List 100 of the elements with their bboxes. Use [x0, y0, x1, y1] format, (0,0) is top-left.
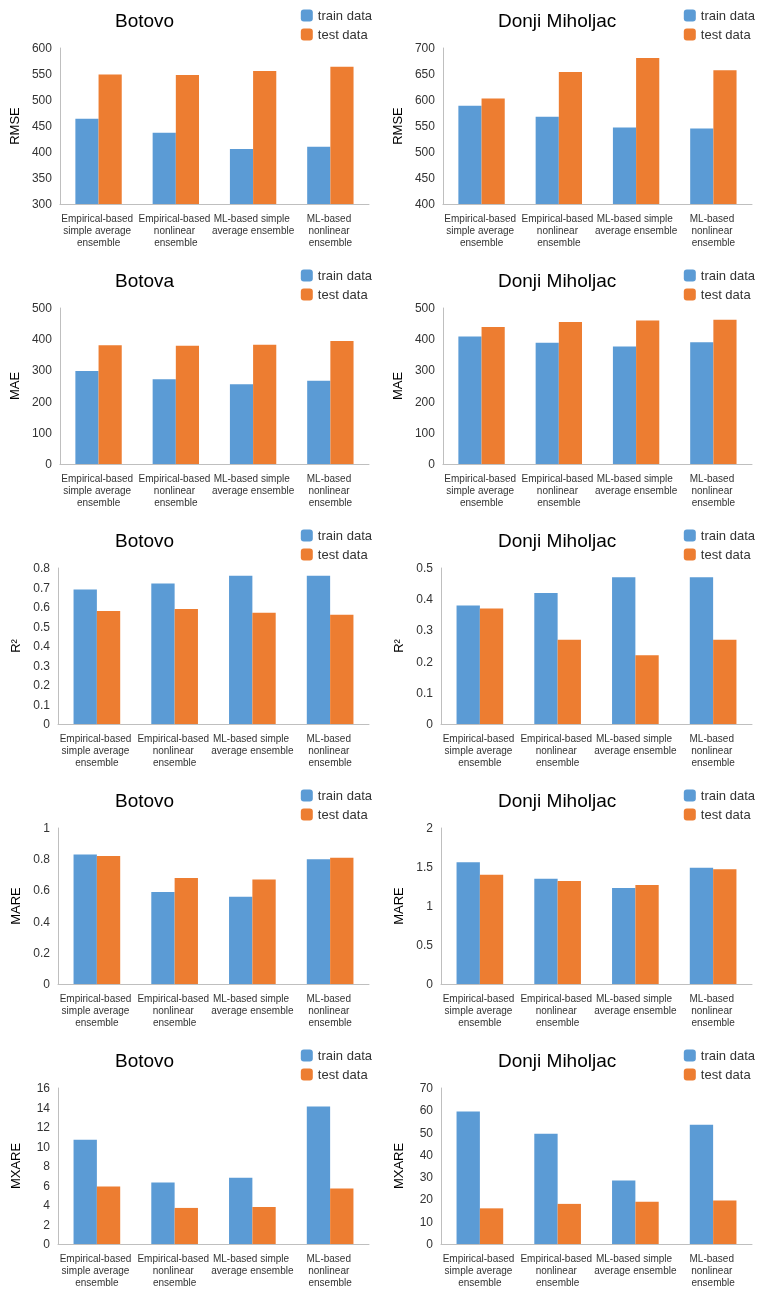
y-tick-label: 400 — [414, 197, 436, 211]
y-tick-label: 350 — [31, 171, 53, 185]
bar — [96, 856, 121, 984]
x-tick-label: ML-based simple average ensemble — [594, 212, 678, 236]
x-tick-label: ML-based simple average ensemble — [211, 212, 295, 236]
bar — [557, 881, 581, 984]
chart-title: Botovo — [115, 530, 175, 551]
legend-label: train data — [700, 1048, 756, 1063]
y-tick-label: 8 — [43, 1159, 51, 1173]
bar — [636, 320, 660, 464]
y-tick-label: 60 — [419, 1103, 434, 1118]
x-tick-label: ML-based nonlinear ensemble — [306, 992, 354, 1028]
chart-title: Donji Miholjac — [498, 530, 617, 551]
y-axis-title: MAE — [7, 371, 22, 401]
y-tick-label: 0.6 — [33, 600, 51, 614]
bar — [252, 612, 276, 724]
y-tick-label: 14 — [36, 1100, 51, 1115]
y-tick-label: 550 — [414, 119, 436, 133]
legend-label: test data — [700, 287, 752, 302]
x-tick-label: Empirical-based simple average ensemble — [442, 732, 518, 768]
chart-title: Botovo — [115, 10, 175, 31]
bar — [253, 344, 277, 464]
x-tick-label: Empirical-based simple average ensemble — [442, 1252, 518, 1288]
x-tick-label: ML-based simple average ensemble — [594, 472, 678, 496]
bar — [306, 859, 331, 984]
bar — [534, 1133, 558, 1244]
legend-label: test data — [317, 287, 369, 302]
legend-label: train data — [317, 1048, 373, 1063]
y-tick-label: 50 — [419, 1125, 434, 1140]
x-tick-label: Empirical-based nonlinear ensemble — [520, 992, 595, 1028]
bar — [713, 639, 737, 724]
y-tick-label: 10 — [36, 1139, 51, 1154]
bar — [689, 867, 714, 984]
y-axis-title: RMSE — [7, 106, 22, 145]
bar — [635, 884, 659, 984]
bar — [479, 1208, 504, 1244]
y-tick-label: 1.5 — [416, 860, 434, 874]
y-tick-label: 300 — [31, 197, 53, 211]
bar — [151, 891, 175, 984]
x-tick-label: ML-based simple average ensemble — [211, 732, 294, 756]
legend-label: test data — [700, 27, 752, 42]
legend-label: test data — [700, 1067, 752, 1082]
chart-title: Donji Miholjac — [498, 790, 617, 811]
bar — [252, 879, 276, 984]
bar — [307, 380, 331, 464]
y-tick-label: 400 — [31, 332, 53, 347]
y-tick-label: 0 — [426, 1237, 434, 1251]
bar — [612, 577, 636, 724]
legend-label: test data — [317, 1067, 369, 1082]
bar — [534, 592, 558, 724]
bar — [713, 869, 737, 984]
x-tick-label: Empirical-based simple average ensemble — [444, 212, 519, 248]
y-tick-label: 600 — [31, 41, 53, 55]
x-tick-label: Empirical-based simple average ensemble — [442, 992, 518, 1028]
y-tick-label: 1 — [43, 821, 51, 835]
y-axis-title: MXARE — [8, 1142, 23, 1190]
legend-label: train data — [700, 268, 756, 283]
bar — [306, 575, 331, 724]
x-tick-label: ML-based nonlinear ensemble — [306, 472, 354, 508]
bar — [330, 1188, 354, 1244]
bar — [229, 1177, 253, 1244]
y-tick-label: 0.5 — [33, 619, 51, 634]
bar — [612, 1180, 636, 1244]
bar — [535, 342, 559, 464]
y-axis-title: MXARE — [391, 1142, 406, 1190]
y-tick-label: 0.1 — [33, 697, 51, 712]
legend-label: test data — [317, 807, 369, 822]
y-tick-label: 0.2 — [416, 654, 434, 669]
y-tick-label: 500 — [31, 301, 53, 315]
x-tick-label: Empirical-based nonlinear ensemble — [137, 1252, 212, 1288]
bar — [534, 878, 558, 984]
bar — [635, 1201, 659, 1244]
x-tick-label: ML-based nonlinear ensemble — [306, 212, 354, 248]
bar — [330, 614, 354, 724]
y-tick-label: 0 — [45, 457, 53, 471]
bar — [73, 854, 97, 984]
y-tick-label: 200 — [414, 394, 436, 409]
y-tick-label: 40 — [419, 1147, 434, 1162]
bar — [330, 857, 354, 984]
y-tick-label: 0.7 — [33, 580, 51, 595]
legend-label: test data — [317, 547, 369, 562]
y-tick-label: 0.8 — [33, 852, 51, 867]
bar — [306, 1106, 331, 1244]
bar — [229, 384, 254, 464]
y-tick-label: 12 — [36, 1120, 51, 1134]
bar — [635, 655, 659, 724]
y-tick-label: 0.3 — [416, 623, 434, 638]
x-tick-label: ML-based nonlinear ensemble — [689, 212, 737, 248]
legend-label: train data — [317, 8, 373, 23]
chart-title: Botova — [115, 270, 175, 291]
y-tick-label: 450 — [31, 119, 53, 133]
y-tick-label: 500 — [31, 93, 53, 107]
bar — [481, 327, 505, 464]
x-tick-label: Empirical-based simple average ensemble — [59, 1252, 135, 1288]
y-tick-label: 200 — [31, 394, 53, 409]
y-tick-label: 10 — [419, 1214, 434, 1229]
chart-title: Donji Miholjac — [498, 270, 617, 291]
chart-title: Botovo — [115, 1050, 175, 1071]
bar — [558, 322, 583, 464]
legend-label: train data — [317, 268, 373, 283]
